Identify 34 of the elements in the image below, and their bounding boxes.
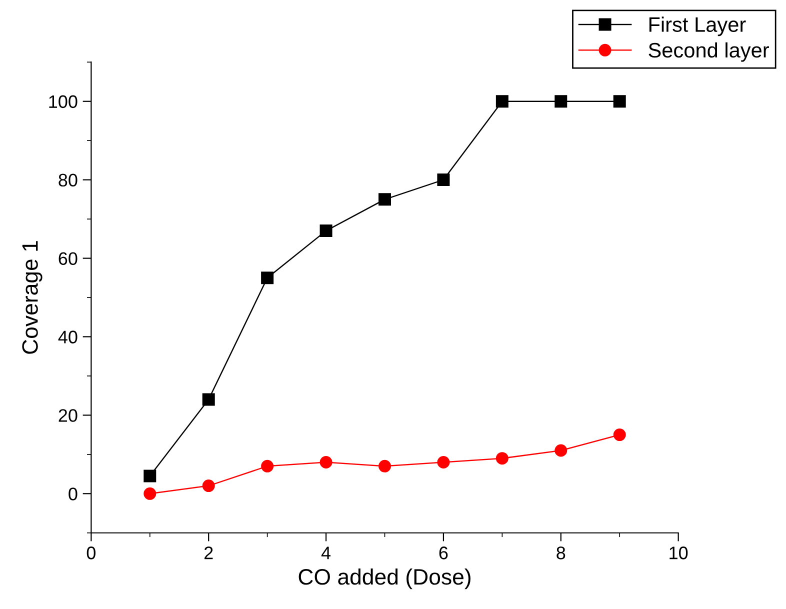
x-axis-title: CO added (Dose) <box>298 568 470 590</box>
point <box>437 174 450 186</box>
y-tick-label: 80 <box>58 174 78 187</box>
point <box>554 95 568 108</box>
point <box>496 452 508 465</box>
point <box>320 456 332 469</box>
point <box>496 95 508 108</box>
legend-label: First Layer <box>649 16 746 36</box>
x-tick-label: 8 <box>556 546 566 560</box>
point <box>437 456 450 469</box>
y-tick-label: 40 <box>58 330 78 344</box>
x-tick-label: 10 <box>670 546 688 560</box>
point <box>554 444 568 457</box>
point <box>202 480 215 492</box>
point <box>144 470 156 482</box>
point <box>144 487 156 500</box>
y-tick-label: 0 <box>68 488 78 500</box>
x-tick-label: 0 <box>86 546 96 560</box>
x-tick-label: 4 <box>321 546 331 560</box>
x-tick-label: 2 <box>204 546 213 560</box>
point <box>320 224 332 238</box>
y-tick-label: 60 <box>58 252 78 265</box>
y-tick-label: 100 <box>49 95 78 108</box>
legend-label: Second layer <box>648 42 769 62</box>
y-axis-title: Coverage 1 <box>22 241 42 354</box>
point <box>613 428 626 442</box>
y-tick-label: 20 <box>58 409 78 422</box>
point <box>261 460 274 472</box>
x-tick-label: 6 <box>439 546 448 560</box>
point <box>202 393 215 406</box>
point <box>378 193 391 206</box>
point <box>378 460 391 472</box>
point <box>613 95 626 108</box>
point <box>261 272 274 284</box>
